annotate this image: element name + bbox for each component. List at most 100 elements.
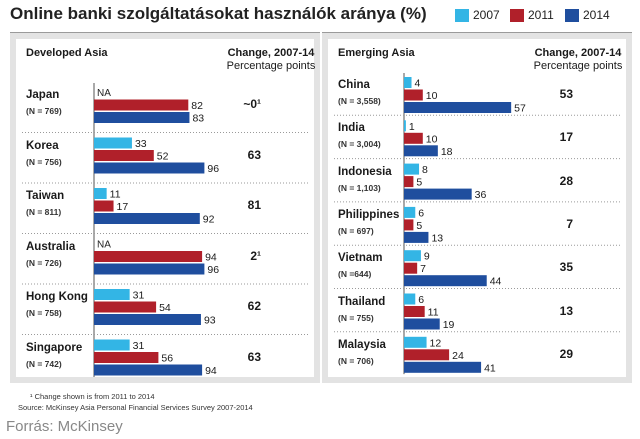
bar-label-korea-2014: 96 bbox=[207, 163, 219, 175]
sample-size-malaysia: (N = 706) bbox=[338, 355, 374, 366]
bar-label-thailand-2011: 11 bbox=[428, 307, 439, 319]
bar-malaysia-2011 bbox=[404, 349, 450, 361]
bar-label-china-2011: 10 bbox=[426, 90, 438, 102]
change-value-china: 53 bbox=[559, 87, 573, 101]
change-value-indonesia: 28 bbox=[559, 173, 573, 188]
bar-hong-kong-2014 bbox=[94, 314, 201, 325]
change-header-emerging: Change, 2007-14 Percentage points bbox=[528, 47, 628, 73]
country-label-indonesia: Indonesia bbox=[338, 165, 392, 178]
bar-singapore-2014 bbox=[94, 364, 203, 376]
bar-label-indonesia-2011: 5 bbox=[416, 177, 422, 189]
change-value-singapore: 63 bbox=[247, 349, 261, 364]
bar-korea-2011 bbox=[94, 150, 154, 161]
change-value-hong-kong: 62 bbox=[247, 299, 261, 313]
change-header-line1: Change, 2007-14 bbox=[227, 47, 315, 59]
country-label-australia: Australia bbox=[26, 240, 76, 253]
legend-swatch-2014 bbox=[565, 8, 579, 22]
developed-asia-panel: Developed Asia Change, 2007-14 Percentag… bbox=[10, 32, 320, 383]
bar-label-malaysia-2014: 41 bbox=[484, 362, 496, 374]
bar-label-hong-kong-2014: 93 bbox=[204, 315, 216, 327]
bar-india-2007 bbox=[404, 120, 406, 132]
bar-label-korea-2011: 52 bbox=[157, 151, 169, 163]
bar-indonesia-2011 bbox=[404, 176, 414, 188]
sample-size-korea: (N = 756) bbox=[26, 156, 62, 167]
sample-size-indonesia: (N = 1,103) bbox=[338, 182, 381, 193]
country-label-thailand: Thailand bbox=[338, 295, 386, 308]
footnote-source: Source: McKinsey Asia Personal Financial… bbox=[18, 403, 253, 412]
sample-size-hong-kong: (N = 758) bbox=[26, 308, 62, 318]
bar-china-2011 bbox=[404, 89, 423, 101]
bar-singapore-2011 bbox=[94, 352, 159, 363]
panel-title-emerging-asia: Emerging Asia bbox=[338, 47, 415, 59]
legend-swatch-2007 bbox=[455, 8, 469, 22]
bar-philippines-2014 bbox=[404, 231, 429, 243]
bar-japan-2014 bbox=[94, 112, 190, 123]
bar-hong-kong-2011 bbox=[94, 301, 157, 313]
legend-item-2011: 2011 bbox=[510, 8, 554, 22]
change-header-line2: Percentage points bbox=[226, 60, 316, 72]
change-value-philippines: 7 bbox=[566, 216, 573, 231]
bar-label-taiwan-2014: 92 bbox=[203, 214, 215, 226]
change-value-india: 17 bbox=[559, 130, 573, 145]
bar-label-taiwan-2007: 11 bbox=[110, 189, 121, 201]
bar-label-india-2007: 1 bbox=[409, 121, 415, 133]
emerging-asia-panel: Emerging Asia Change, 2007-14 Percentage… bbox=[322, 32, 632, 383]
sample-size-japan: (N = 769) bbox=[26, 106, 62, 116]
bar-indonesia-2007 bbox=[404, 163, 420, 175]
na-label-japan-2007: NA bbox=[97, 88, 111, 99]
bar-label-japan-2011: 82 bbox=[191, 100, 203, 112]
bar-vietnam-2011 bbox=[404, 262, 418, 274]
change-header-developed: Change, 2007-14 Percentage points bbox=[221, 47, 321, 73]
sample-size-china: (N = 3,558) bbox=[338, 96, 381, 106]
sample-size-singapore: (N = 742) bbox=[26, 358, 62, 369]
bar-vietnam-2014 bbox=[404, 275, 487, 287]
footnote-change: ¹ Change shown is from 2011 to 2014 bbox=[30, 392, 155, 401]
bar-china-2014 bbox=[404, 102, 512, 113]
bar-malaysia-2007 bbox=[404, 336, 427, 348]
bar-australia-2014 bbox=[94, 263, 205, 275]
developed-asia-plot: Developed Asia Change, 2007-14 Percentag… bbox=[16, 39, 315, 377]
country-label-taiwan: Taiwan bbox=[26, 190, 65, 202]
bar-label-australia-2011: 94 bbox=[205, 252, 217, 264]
bar-label-china-2007: 4 bbox=[415, 78, 421, 90]
bar-label-japan-2014: 83 bbox=[192, 113, 204, 125]
bar-philippines-2007 bbox=[404, 206, 416, 218]
country-label-japan: Japan bbox=[26, 89, 60, 101]
bar-singapore-2007 bbox=[94, 339, 130, 351]
bar-india-2014 bbox=[404, 145, 438, 157]
sample-size-india: (N = 3,004) bbox=[338, 139, 381, 150]
change-value-australia: 2¹ bbox=[250, 248, 261, 263]
bar-japan-2011 bbox=[94, 99, 189, 111]
bar-label-thailand-2007: 6 bbox=[418, 294, 424, 306]
bar-thailand-2007 bbox=[404, 293, 416, 305]
change-value-thailand: 13 bbox=[559, 303, 573, 318]
country-label-singapore: Singapore bbox=[26, 341, 83, 354]
bar-label-australia-2014: 96 bbox=[207, 264, 219, 276]
bar-label-malaysia-2011: 24 bbox=[452, 350, 464, 362]
country-label-hong-kong: Hong Kong bbox=[26, 291, 88, 303]
na-label-australia-2007: NA bbox=[97, 240, 111, 251]
country-label-china: China bbox=[338, 79, 370, 91]
change-value-korea: 63 bbox=[247, 147, 261, 162]
sample-size-taiwan: (N = 811) bbox=[26, 207, 62, 217]
country-label-korea: Korea bbox=[26, 139, 59, 152]
bar-india-2011 bbox=[404, 132, 423, 144]
bar-thailand-2011 bbox=[404, 306, 425, 317]
bar-label-hong-kong-2011: 54 bbox=[159, 302, 171, 314]
change-value-taiwan: 81 bbox=[247, 198, 261, 212]
bar-label-indonesia-2007: 8 bbox=[422, 164, 428, 176]
bar-korea-2007 bbox=[94, 137, 132, 149]
bar-label-singapore-2011: 56 bbox=[161, 353, 173, 365]
bar-indonesia-2014 bbox=[404, 188, 472, 200]
bar-thailand-2014 bbox=[404, 318, 440, 330]
sample-size-philippines: (N = 697) bbox=[338, 225, 374, 236]
bar-label-china-2014: 57 bbox=[514, 103, 526, 115]
change-value-japan: ~0¹ bbox=[243, 97, 261, 111]
bar-malaysia-2014 bbox=[404, 361, 482, 373]
bar-hong-kong-2007 bbox=[94, 289, 130, 300]
bar-china-2007 bbox=[404, 77, 412, 88]
panel-title-developed-asia: Developed Asia bbox=[26, 47, 108, 59]
bar-australia-2011 bbox=[94, 251, 203, 262]
